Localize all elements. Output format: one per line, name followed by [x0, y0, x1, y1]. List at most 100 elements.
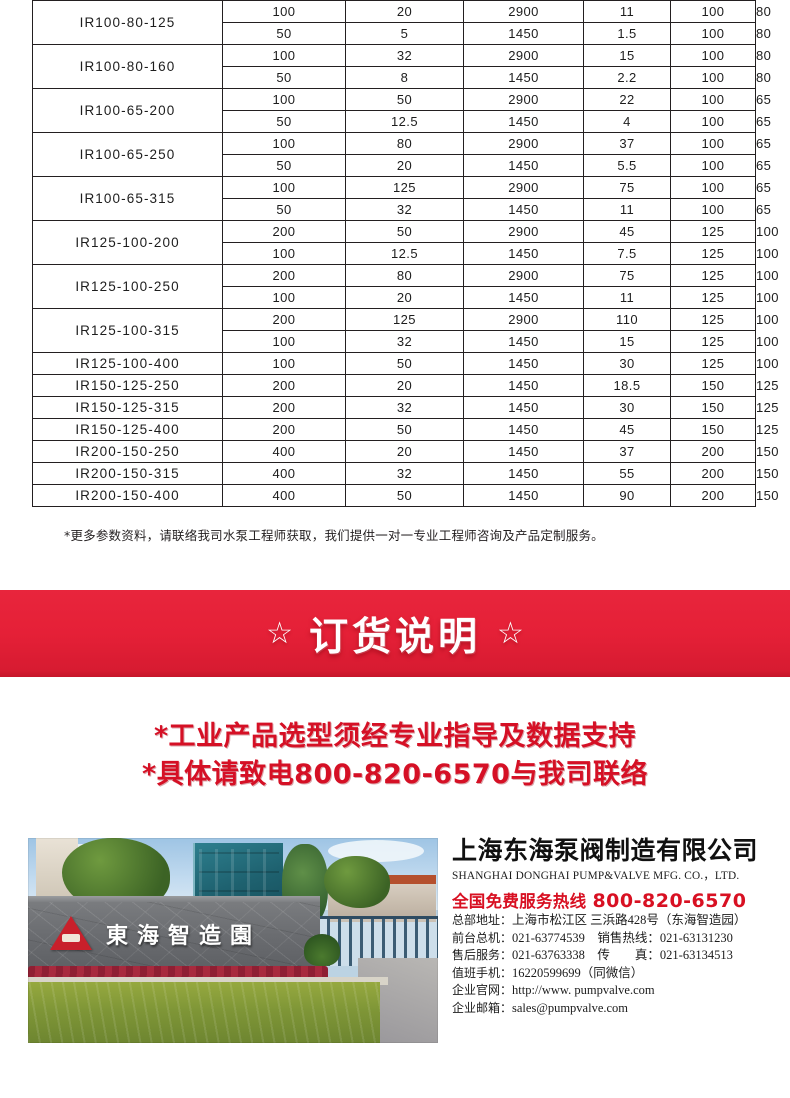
cell-head: 50	[345, 418, 464, 441]
headline-line-2: *具体请致电800-820-6570与我司联络	[142, 759, 648, 790]
cell-model: IR100-65-200	[32, 88, 223, 133]
cell-model: IR200-150-250	[32, 440, 223, 463]
cell-power: 75	[583, 264, 671, 287]
cell-flow: 100	[222, 242, 346, 265]
cell-inlet: 150	[670, 418, 756, 441]
cell-power: 55	[583, 462, 671, 485]
cell-model: IR150-125-315	[32, 396, 223, 419]
table-footnote: *更多参数资料，请联络我司水泵工程师获取，我们提供一对一专业工程师咨询及产品定制…	[64, 528, 604, 543]
company-gate-photo: 東海智造園	[28, 838, 438, 1043]
cell-flow: 100	[222, 88, 346, 111]
cell-speed: 1450	[463, 440, 584, 463]
cell-inlet: 100	[670, 22, 756, 45]
cell-power: 75	[583, 176, 671, 199]
cell-speed: 2900	[463, 176, 584, 199]
cell-power: 5.5	[583, 154, 671, 177]
cell-head: 125	[345, 308, 464, 331]
cell-inlet: 125	[670, 308, 756, 331]
cell-speed: 1450	[463, 286, 584, 309]
cell-power: 4	[583, 110, 671, 133]
cell-power: 110	[583, 308, 671, 331]
photo-border	[28, 838, 438, 1043]
cell-speed: 1450	[463, 396, 584, 419]
table-row: IR100-80-160 100 32 2900 15 100 80	[32, 44, 771, 89]
table-row: IR100-80-125 100 20 2900 11 100 80	[32, 0, 771, 45]
table-row: IR125-100-400 100 50 1450 30 125 100	[32, 352, 779, 375]
table-row: IR100-65-250 100 80 2900 37 100 65	[32, 132, 771, 177]
cell-head: 50	[345, 484, 464, 507]
cell-model: IR200-150-400	[32, 484, 223, 507]
cell-flow: 400	[222, 462, 346, 485]
cell-inlet: 100	[670, 132, 756, 155]
cell-speed: 2900	[463, 88, 584, 111]
cell-flow: 200	[222, 220, 346, 243]
cell-head: 50	[345, 88, 464, 111]
cell-power: 37	[583, 440, 671, 463]
cell-model: IR200-150-315	[32, 462, 223, 485]
cell-inlet: 200	[670, 484, 756, 507]
contact-line: 售后服务：021-63763338 传 真：021-63134513	[452, 947, 772, 965]
cell-inlet: 100	[670, 0, 756, 23]
cell-head: 50	[345, 220, 464, 243]
cell-power: 7.5	[583, 242, 671, 265]
cell-power: 15	[583, 330, 671, 353]
star-icon-right: ☆	[497, 616, 524, 650]
cell-flow: 400	[222, 440, 346, 463]
cell-head: 8	[345, 66, 464, 89]
cell-flow: 200	[222, 418, 346, 441]
lawn-area	[28, 982, 380, 1043]
service-hotline: 全国免费服务热线 800-820-6570	[452, 888, 772, 912]
cell-flow: 100	[222, 0, 346, 23]
cell-power: 11	[583, 198, 671, 221]
cell-speed: 1450	[463, 22, 584, 45]
cell-speed: 1450	[463, 374, 584, 397]
cell-flow: 100	[222, 44, 346, 67]
cell-inlet: 100	[670, 66, 756, 89]
cell-model: IR125-100-200	[32, 220, 223, 265]
table-row: IR125-100-200 200 50 2900 45 125 100	[32, 220, 779, 265]
cell-flow: 50	[222, 154, 346, 177]
contact-value: 上海市松江区 三浜路428号（东海智造园）	[512, 913, 747, 927]
cell-head: 50	[345, 352, 464, 375]
cell-inlet: 100	[670, 44, 756, 67]
table-row: IR200-150-315 400 32 1450 55 200 150	[32, 462, 779, 485]
table-row: IR150-125-315 200 32 1450 30 150 125	[32, 396, 779, 419]
cell-head: 80	[345, 132, 464, 155]
cell-power: 30	[583, 396, 671, 419]
cell-model: IR150-125-400	[32, 418, 223, 441]
cell-model: IR100-65-250	[32, 132, 223, 177]
table-row: 100 20 1450 11 125 100	[33, 286, 779, 309]
table-row: IR100-65-200 100 50 2900 22 100 65	[32, 88, 771, 133]
footer-section: 東海智造園 上海东海泵阀制造有限公司 SHANGHAI DONGHAI PUMP…	[0, 836, 790, 1051]
contact-label: 前台总机：	[452, 930, 513, 945]
cell-flow: 200	[222, 374, 346, 397]
company-name-cn: 上海东海泵阀制造有限公司	[452, 836, 759, 865]
cell-inlet: 100	[670, 176, 756, 199]
cell-head: 20	[345, 440, 464, 463]
cell-head: 32	[345, 330, 464, 353]
cell-head: 125	[345, 176, 464, 199]
cell-flow: 100	[222, 330, 346, 353]
cell-head: 20	[345, 286, 464, 309]
headline-block: *工业产品选型须经专业指导及数据支持 *具体请致电800-820-6570与我司…	[0, 718, 790, 794]
cell-inlet: 200	[670, 462, 756, 485]
table-row: 50 12.5 1450 4 100 65	[33, 110, 771, 133]
cell-head: 32	[345, 462, 464, 485]
cell-inlet: 100	[670, 110, 756, 133]
cell-speed: 2900	[463, 220, 584, 243]
contact-line: 企业官网：http://www. pumpvalve.com	[452, 982, 772, 1000]
contact-label: 售后服务：	[452, 948, 513, 962]
table-row: 100 12.5 1450 7.5 125 100	[33, 242, 779, 265]
cell-flow: 200	[222, 396, 346, 419]
cell-inlet: 125	[670, 264, 756, 287]
table-row: IR200-150-250 400 20 1450 37 200 150	[32, 440, 779, 463]
table-row: 100 32 1450 15 125 100	[33, 330, 779, 353]
wall-cap	[28, 896, 320, 902]
cell-flow: 50	[222, 110, 346, 133]
donghai-logo-icon	[50, 916, 92, 950]
cell-head: 5	[345, 22, 464, 45]
contact-list: 总部地址：上海市松江区 三浜路428号（东海智造园） 前台总机：021-63774…	[452, 912, 772, 1017]
contact-label: 企业官网：	[452, 983, 513, 997]
cell-speed: 1450	[463, 462, 584, 485]
curb-line	[28, 977, 388, 985]
